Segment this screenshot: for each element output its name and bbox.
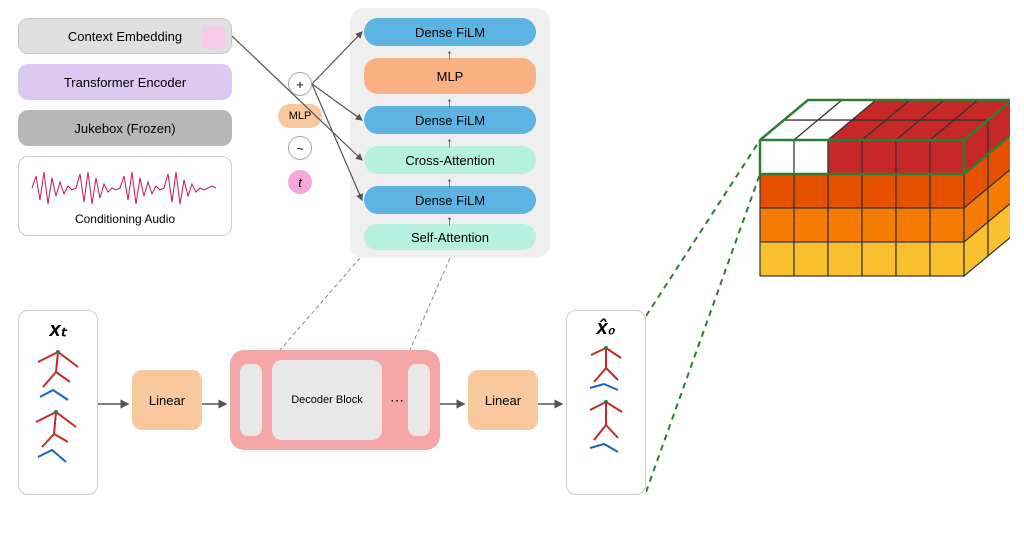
decoder-item-2: Cross-Attention [364, 146, 536, 174]
context-embedding-block: Context Embedding [18, 18, 232, 54]
arrow-icon: ↑ [446, 46, 453, 62]
context-to-cross-arrow [232, 34, 364, 164]
flow-arrow-1 [98, 398, 132, 410]
flow-arrow-4 [538, 398, 566, 410]
waveform-icon [30, 166, 220, 210]
decoder-inner-2 [408, 364, 430, 436]
decoder-dots: ⋯ [390, 392, 404, 409]
arrow-icon: ↑ [446, 94, 453, 110]
x0-panel: x̂₀ [566, 310, 646, 495]
decoder-inner-1 [240, 364, 262, 436]
x0-to-cube-lines [646, 130, 776, 500]
jukebox-block: Jukebox (Frozen) [18, 110, 232, 146]
arrow-icon: ↑ [446, 134, 453, 150]
context-embedding-inner [201, 25, 225, 49]
xt-panel: xₜ [18, 310, 98, 495]
arrow-icon: ↑ [446, 212, 453, 228]
decoder-item-4: MLP [364, 58, 536, 94]
flow-arrow-2 [202, 398, 230, 410]
decoder-item-1-label: Dense FiLM [415, 193, 485, 208]
audio-block: Conditioning Audio [18, 156, 232, 236]
t-node: t [288, 170, 312, 194]
transformer-encoder-label: Transformer Encoder [64, 75, 186, 90]
decoder-inner-main: Decoder Block [272, 360, 382, 440]
linear1-label: Linear [149, 393, 185, 408]
linear2-label: Linear [485, 393, 521, 408]
linear1-block: Linear [132, 370, 202, 430]
linear2-block: Linear [468, 370, 538, 430]
decoder-item-2-label: Cross-Attention [405, 153, 495, 168]
decoder-item-3: Dense FiLM [364, 106, 536, 134]
decoder-stack-link [270, 258, 470, 352]
decoder-item-5: Dense FiLM [364, 18, 536, 46]
decoder-item-0-label: Self-Attention [411, 230, 489, 245]
decoder-block-label: Decoder Block [291, 394, 363, 406]
audio-label: Conditioning Audio [75, 212, 175, 226]
context-embedding-label: Context Embedding [68, 29, 182, 44]
decoder-block-container: Decoder Block ⋯ [230, 350, 440, 450]
stick-figure-icon [576, 340, 636, 480]
t-label: t [298, 175, 302, 190]
flow-arrow-3 [440, 398, 468, 410]
x0-label: x̂₀ [596, 317, 615, 340]
decoder-item-3-label: Dense FiLM [415, 113, 485, 128]
xt-label: xₜ [49, 317, 66, 342]
decoder-item-1: Dense FiLM [364, 186, 536, 214]
jukebox-label: Jukebox (Frozen) [74, 121, 175, 136]
arrow-icon: ↑ [446, 174, 453, 190]
stick-figure-icon [28, 342, 88, 482]
decoder-item-5-label: Dense FiLM [415, 25, 485, 40]
decoder-item-4-label: MLP [437, 69, 464, 84]
transformer-encoder-block: Transformer Encoder [18, 64, 232, 100]
